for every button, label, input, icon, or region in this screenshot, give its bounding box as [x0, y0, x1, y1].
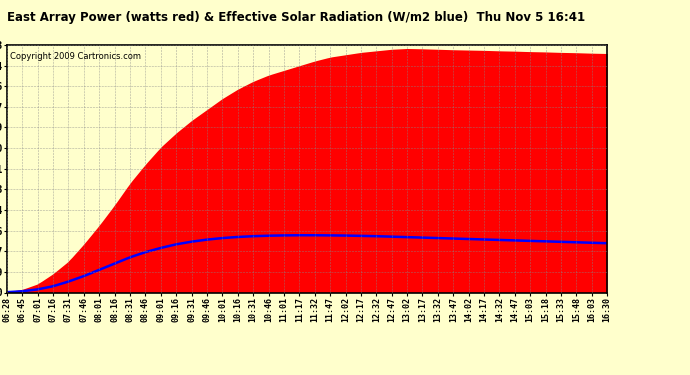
Text: East Array Power (watts red) & Effective Solar Radiation (W/m2 blue)  Thu Nov 5 : East Array Power (watts red) & Effective…: [7, 11, 585, 24]
Text: Copyright 2009 Cartronics.com: Copyright 2009 Cartronics.com: [10, 53, 141, 62]
